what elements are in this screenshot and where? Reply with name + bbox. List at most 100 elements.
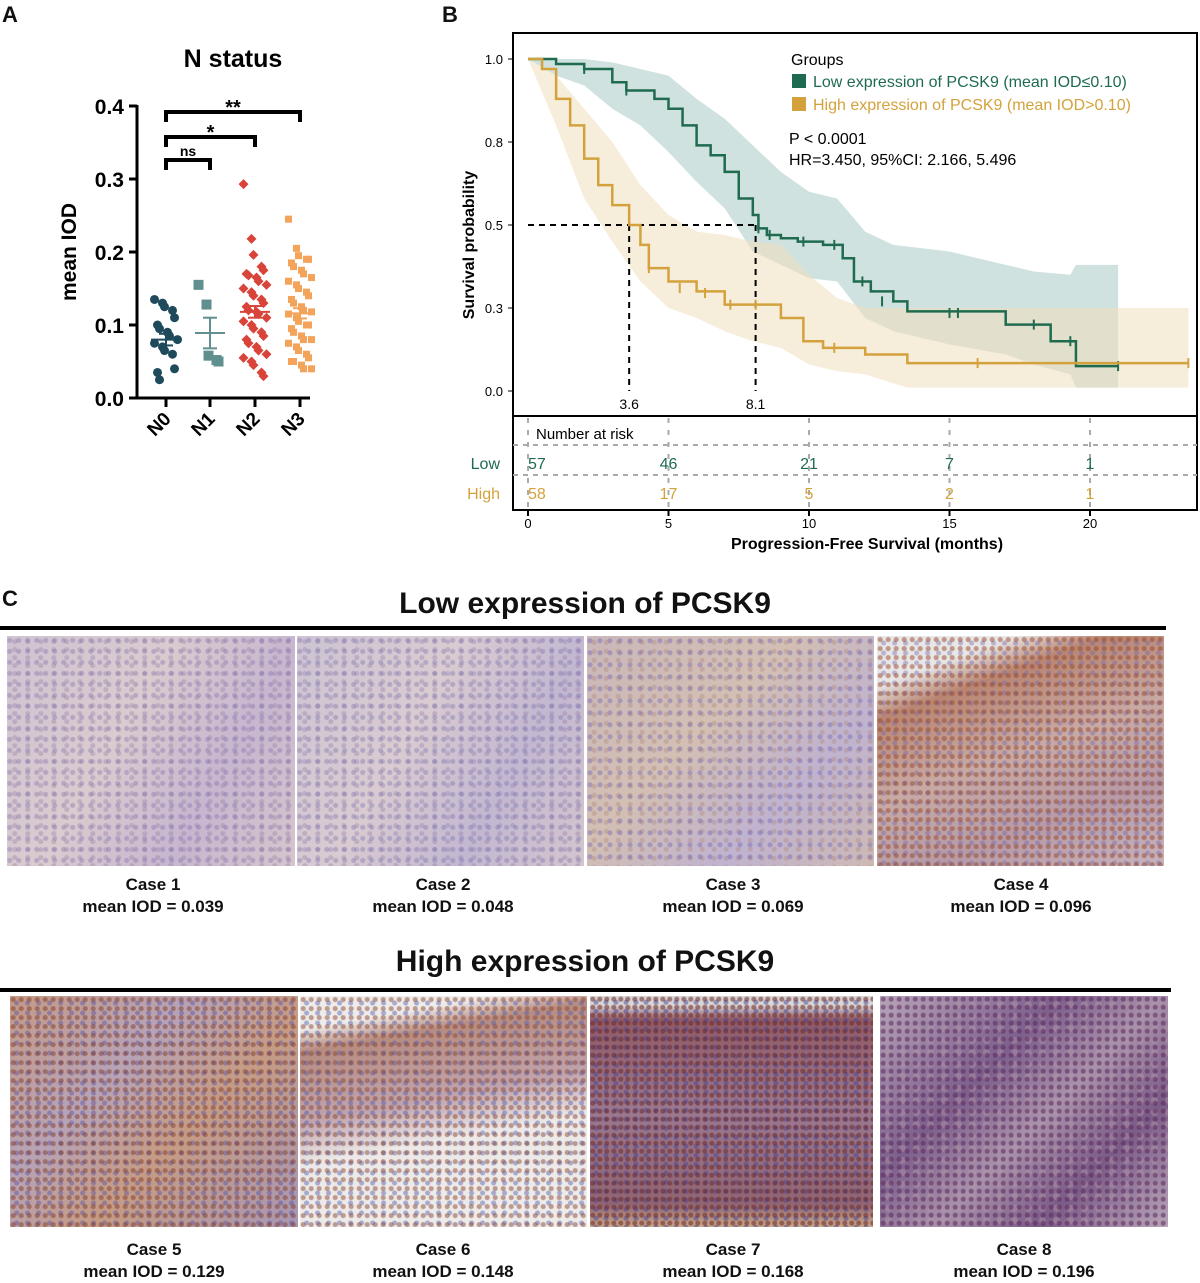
low-expression-title: Low expression of PCSK9	[399, 587, 771, 620]
data-point	[285, 215, 292, 223]
data-point	[298, 303, 305, 311]
caption-case-4: Case 4 mean IOD = 0.096	[876, 874, 1166, 918]
data-point	[248, 290, 259, 301]
case-label: Case 8	[996, 1240, 1052, 1259]
data-point	[290, 263, 297, 271]
data-point	[168, 349, 177, 359]
divider	[0, 626, 1166, 630]
y-axis-label: mean IOD	[58, 203, 81, 301]
data-point	[303, 350, 310, 358]
case-label: Case 6	[415, 1240, 471, 1259]
plot-frame	[512, 32, 1198, 511]
legend-entry: Low expression of PCSK9 (mean IOD≤0.10)	[813, 74, 1127, 91]
survival-curve-low	[528, 57, 1119, 368]
case-label: Case 1	[125, 875, 181, 894]
data-point	[160, 302, 169, 312]
risk-count: 1	[1086, 486, 1095, 503]
data-point	[155, 324, 164, 334]
caption-case-1: Case 1 mean IOD = 0.039	[8, 874, 298, 918]
data-point	[290, 358, 297, 365]
panel-label-c: C	[2, 586, 18, 611]
data-point	[308, 365, 315, 373]
risk-row-label: High	[467, 486, 500, 503]
data-point	[238, 179, 249, 190]
risk-count: 7	[945, 456, 954, 473]
data-point	[170, 364, 179, 374]
significance-bracket	[164, 158, 212, 170]
data-point	[243, 338, 254, 349]
risk-count: 2	[945, 486, 954, 503]
y-tick-label: 0.3	[485, 301, 503, 316]
median-label: 3.6	[619, 396, 639, 412]
data-point	[285, 277, 292, 285]
data-point	[160, 346, 169, 356]
caption-case-2: Case 2 mean IOD = 0.048	[298, 874, 588, 918]
data-point	[248, 360, 259, 371]
data-point	[243, 270, 254, 281]
data-point	[288, 259, 295, 267]
confidence-band-low	[528, 59, 1119, 388]
case-iod: mean IOD = 0.168	[662, 1262, 804, 1281]
caption-case-8: Case 8 mean IOD = 0.196	[879, 1239, 1169, 1283]
case-label: Case 4	[993, 875, 1049, 894]
x-tick-label: 0	[524, 516, 531, 531]
histology-image-case-6	[300, 996, 587, 1227]
significance-label: ns	[180, 143, 197, 159]
case-label: Case 7	[705, 1240, 761, 1259]
data-point	[290, 328, 297, 336]
x-axis-label: Progression-Free Survival (months)	[731, 536, 1003, 553]
data-point	[170, 313, 179, 323]
data-point	[261, 349, 272, 360]
data-point	[288, 295, 295, 303]
risk-row-label: Low	[471, 456, 501, 473]
data-point	[295, 347, 302, 355]
y-tick-label: 0.1	[95, 315, 125, 338]
data-point	[261, 279, 272, 290]
histology-image-case-8	[880, 996, 1168, 1227]
risk-count: 5	[805, 486, 814, 503]
histology-image-case-1	[7, 636, 295, 866]
data-point	[248, 249, 259, 260]
data-point	[300, 365, 307, 373]
data-point	[238, 283, 249, 294]
x-tick-label: 20	[1083, 516, 1097, 531]
data-point	[258, 330, 269, 341]
data-point	[261, 312, 272, 323]
legend-swatch	[792, 74, 806, 88]
x-tick-label: 15	[942, 516, 956, 531]
figure-charts: N status 0.0 0.1 0.2 0.3 0.4 mean IOD N0 N1 N2 N3 n…	[58, 32, 1198, 553]
data-point	[246, 233, 257, 244]
data-point	[300, 306, 307, 314]
data-point	[253, 345, 264, 356]
data-point	[150, 338, 159, 348]
y-tick-label: 0.8	[485, 135, 503, 150]
data-point	[285, 339, 292, 347]
data-point	[288, 325, 295, 333]
data-point	[300, 336, 307, 344]
data-point	[308, 336, 315, 344]
data-point	[153, 367, 162, 377]
significance-bracket	[164, 135, 257, 147]
data-point	[305, 255, 312, 263]
high-expression-title: High expression of PCSK9	[395, 945, 775, 978]
data-point	[201, 299, 212, 310]
data-point	[290, 299, 297, 307]
x-tick-label: 5	[665, 516, 672, 531]
data-point	[300, 270, 307, 278]
significance-label: *	[207, 122, 215, 144]
histology-image-case-2	[297, 636, 584, 866]
data-point	[193, 279, 204, 290]
data-point	[243, 305, 254, 316]
data-point	[293, 281, 300, 289]
x-tick-label: N0	[144, 409, 176, 441]
data-point	[298, 266, 305, 274]
data-point	[295, 317, 302, 325]
panel-label-a: A	[2, 2, 18, 27]
risk-count: 58	[528, 486, 546, 503]
data-point	[298, 361, 305, 369]
panel-label-b: B	[442, 2, 458, 27]
histology-image-case-5	[10, 996, 298, 1227]
median-label: 8.1	[746, 396, 766, 412]
case-label: Case 5	[126, 1240, 182, 1259]
data-point	[258, 265, 269, 276]
